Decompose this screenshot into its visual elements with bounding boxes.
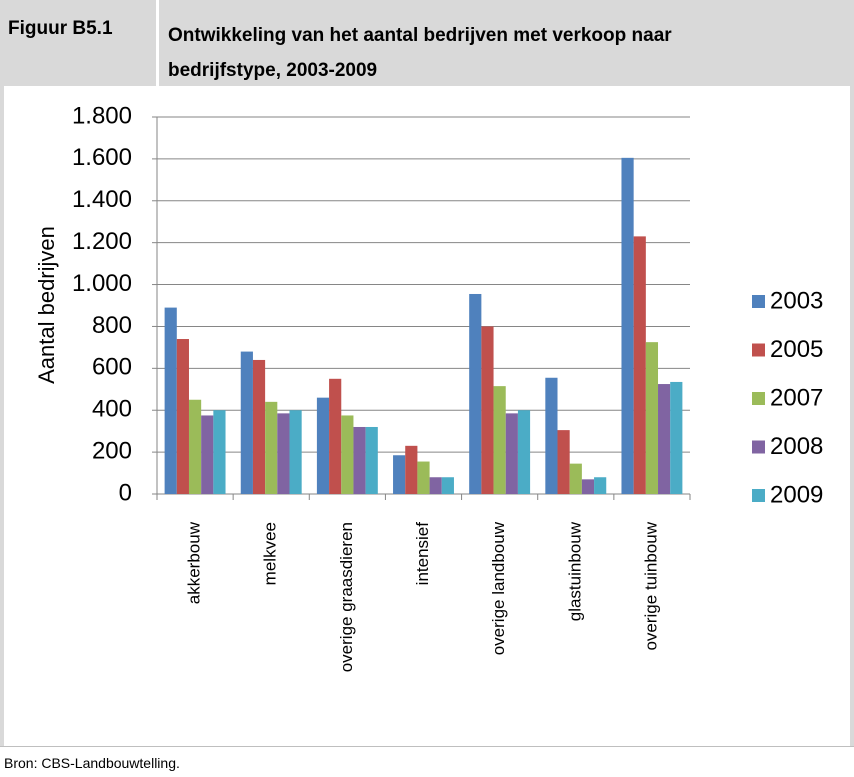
x-tick-label: overige tuinbouw <box>641 521 660 650</box>
legend-swatch <box>752 392 765 405</box>
x-tick-label: akkerbouw <box>185 521 204 604</box>
bar <box>505 413 518 494</box>
legend-label: 2008 <box>770 433 823 460</box>
y-tick-label: 1.600 <box>72 144 132 171</box>
bar <box>341 415 354 494</box>
bar <box>481 326 494 494</box>
bar <box>393 455 406 494</box>
bar <box>429 477 442 494</box>
x-tick-label: glastuinbouw <box>565 521 584 621</box>
bar <box>545 377 558 494</box>
bar <box>645 342 659 494</box>
bar <box>176 339 189 494</box>
legend-label: 2007 <box>770 384 823 411</box>
y-tick-label: 1.400 <box>72 186 132 213</box>
bar <box>316 397 330 494</box>
bar <box>188 399 202 494</box>
legend-swatch <box>752 440 765 454</box>
bar <box>670 381 683 494</box>
frame-right <box>850 86 854 747</box>
x-tick-label: melkvee <box>261 522 280 585</box>
bar <box>658 384 671 494</box>
bar <box>265 401 278 494</box>
bar <box>353 426 366 494</box>
legend-label: 2009 <box>770 481 823 508</box>
frame-left <box>0 86 4 747</box>
chart: Aantal bedrijven 0 200 400 600 800 1.000 1.200… <box>34 102 824 672</box>
bar <box>581 479 595 494</box>
bar <box>517 410 531 494</box>
y-tick-label: 400 <box>92 396 132 423</box>
legend-label: 2003 <box>770 287 823 314</box>
bar <box>469 293 482 494</box>
source-note: Bron: CBS-Landbouwtelling. <box>4 755 180 771</box>
bar <box>621 157 634 494</box>
bar <box>569 463 582 494</box>
y-tick-label: 1.000 <box>72 270 132 297</box>
y-tick-label: 1.200 <box>72 228 132 255</box>
bar <box>329 378 342 494</box>
bar <box>633 236 646 494</box>
bar <box>594 477 607 494</box>
bar <box>213 410 226 494</box>
figure-title: Ontwikkeling van het aantal bedrijven me… <box>168 25 672 81</box>
bar <box>557 430 570 494</box>
bar <box>201 415 214 494</box>
x-tick-label: overige landbouw <box>489 521 508 655</box>
header-separator <box>156 0 159 86</box>
y-tick-label: 800 <box>92 312 132 339</box>
bar <box>289 410 302 494</box>
y-tick-label: 600 <box>92 354 132 381</box>
bar <box>240 351 253 494</box>
x-tick-label: overige graasdieren <box>337 522 356 672</box>
bar <box>493 386 506 494</box>
legend-swatch <box>752 489 765 502</box>
y-tick-label: 200 <box>92 437 132 464</box>
legend-label: 2005 <box>770 336 823 363</box>
y-tick-label: 1.800 <box>72 102 132 129</box>
header <box>0 0 854 86</box>
bar <box>365 426 378 494</box>
footer-line <box>0 746 854 747</box>
bar <box>417 461 430 494</box>
bar <box>277 413 290 494</box>
bar <box>405 445 418 494</box>
legend-swatch <box>752 343 765 357</box>
bar <box>164 307 177 494</box>
bar <box>252 359 266 494</box>
figure-label: Figuur B5.1 <box>8 18 113 39</box>
bar <box>441 477 454 494</box>
y-axis-title: Aantal bedrijven <box>34 226 59 384</box>
y-tick-label: 0 <box>119 479 132 506</box>
legend-swatch <box>752 295 765 308</box>
x-tick-label: intensief <box>413 522 432 586</box>
